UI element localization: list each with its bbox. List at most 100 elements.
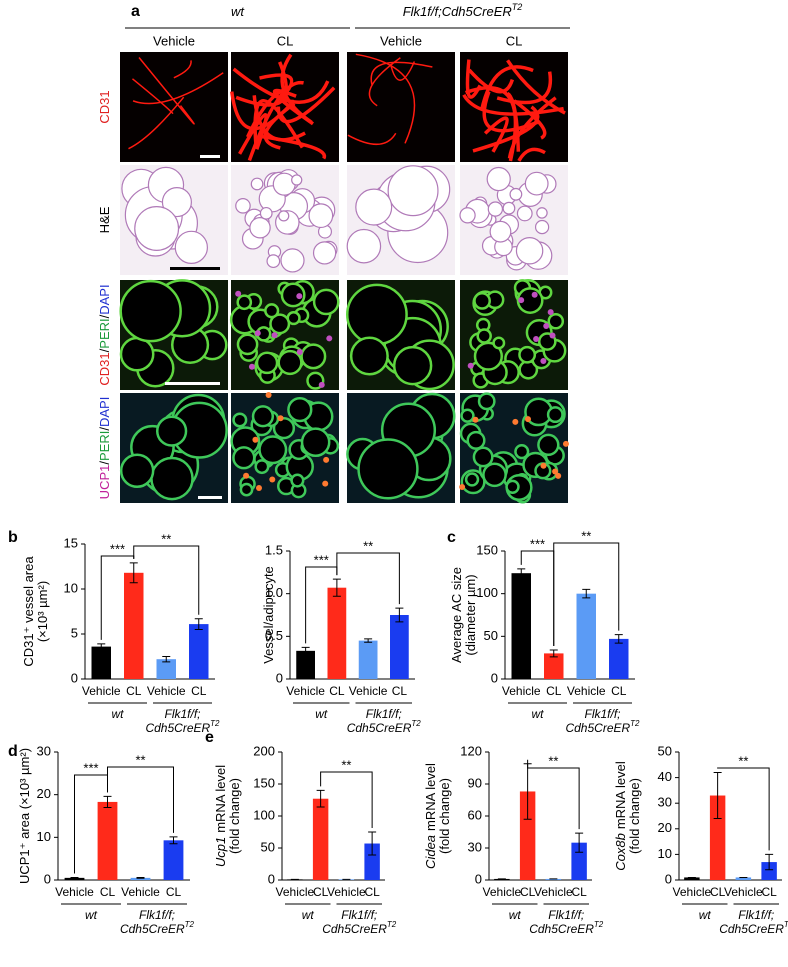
y-axis-label: Cidea mRNA level	[423, 763, 438, 869]
vessel	[483, 116, 509, 153]
cell	[235, 198, 251, 214]
cell	[346, 228, 382, 264]
x-tick-label: Vehicle	[286, 684, 325, 698]
y-axis-label-text: mRNA level	[613, 761, 628, 829]
significance-bracket	[133, 545, 200, 615]
group-label: Flk1f/f;	[139, 908, 175, 922]
y-tick-label: 10	[658, 846, 672, 861]
cell	[251, 405, 275, 428]
vessel	[253, 99, 304, 149]
cell	[277, 349, 303, 376]
nucleus	[547, 309, 554, 316]
error-bar	[575, 832, 584, 853]
cell	[150, 456, 194, 501]
cell	[514, 444, 530, 460]
x-tick-label: Vehicle	[502, 684, 541, 698]
x-tick-label: Vehicle	[724, 885, 763, 899]
group-sup: T2	[411, 719, 421, 728]
bar	[545, 878, 562, 880]
row-label-part: PERI	[97, 318, 112, 348]
cell	[509, 187, 523, 201]
cell	[250, 177, 264, 191]
cell	[308, 203, 334, 229]
significance-label: **	[581, 528, 591, 543]
panel-label: b	[8, 529, 18, 546]
significance-label: ***	[110, 541, 125, 556]
row-label-part: CD31	[97, 90, 112, 123]
group-label-text: wt	[699, 908, 712, 922]
vessel	[464, 86, 518, 162]
group-label-text: Flk1f/f;	[738, 908, 774, 922]
x-tick-label: CL	[126, 684, 142, 698]
y-axis-label: Average AC size	[449, 567, 464, 663]
error-bar	[549, 649, 558, 658]
cell	[254, 459, 270, 475]
nucleus	[543, 323, 550, 330]
y-axis-label: (fold change)	[227, 778, 242, 854]
y-tick-label: 150	[253, 775, 275, 790]
group-label-text: Cdh5CreER	[529, 922, 594, 936]
row-label: CD31/PERI/DAPI	[97, 284, 112, 385]
cell	[300, 427, 331, 458]
column-header: CL	[506, 33, 523, 48]
micrograph	[120, 52, 228, 162]
significance-bracket	[320, 771, 373, 828]
y-axis-label-text: mRNA level	[423, 763, 438, 831]
y-tick-label: 20	[37, 786, 51, 801]
y-axis-label-text: Average AC size	[449, 567, 464, 663]
significance-label: **	[161, 531, 171, 546]
cell	[249, 217, 271, 239]
vessel	[173, 60, 192, 79]
nucleus	[524, 416, 531, 423]
nucleus	[255, 485, 262, 492]
group-label: wt	[509, 908, 522, 922]
cell	[473, 341, 503, 371]
cell	[266, 254, 281, 269]
group-label-text: Cdh5CreER	[120, 922, 185, 936]
nucleus	[326, 335, 333, 342]
cell	[392, 345, 433, 386]
group-sup: T2	[784, 920, 788, 929]
nucleus	[235, 290, 242, 297]
y-axis-label: Vessel/adipocyte	[261, 566, 276, 664]
cell	[466, 430, 486, 450]
group-label-text: Cdh5CreER	[145, 721, 210, 735]
vessel	[467, 68, 515, 94]
cell	[357, 438, 419, 500]
y-tick-label: 0	[71, 670, 78, 685]
error-bar	[97, 643, 106, 650]
x-tick-label: CL	[546, 684, 562, 698]
gene-name: Cidea	[423, 835, 438, 869]
row-label-part: DAPI	[97, 397, 112, 427]
bar	[124, 572, 144, 679]
bar	[609, 638, 629, 679]
error-bar	[136, 876, 145, 879]
bar	[494, 878, 510, 880]
group-label-text: Cdh5CreER	[322, 922, 387, 936]
gene-name: Ucp1	[213, 837, 228, 867]
bar	[163, 840, 184, 880]
nucleus	[518, 297, 525, 304]
cell	[473, 292, 491, 310]
nucleus	[252, 436, 259, 443]
cell	[155, 415, 188, 447]
row-label: UCP1/PERI/DAPI	[97, 397, 112, 500]
vessel	[347, 132, 397, 146]
nucleus	[531, 291, 538, 298]
cell	[119, 336, 155, 372]
error-bar	[129, 562, 138, 584]
significance-bracket	[553, 542, 620, 646]
group-label-text: Flk1f/f;	[548, 908, 584, 922]
y-tick-label: 0.5	[265, 628, 283, 643]
cell	[161, 187, 192, 218]
group-label-text: Cdh5CreER	[719, 922, 784, 936]
group-label-text: wt	[315, 707, 328, 721]
cell	[258, 435, 288, 465]
panel-label: e	[205, 729, 214, 746]
vessel	[247, 80, 304, 162]
group-label: Cdh5CreERT2	[145, 719, 220, 735]
significance-bracket	[336, 552, 400, 605]
bar	[390, 615, 409, 679]
group-label: Cdh5CreERT2	[120, 920, 195, 936]
group-label: Cdh5CreERT2	[565, 719, 640, 735]
